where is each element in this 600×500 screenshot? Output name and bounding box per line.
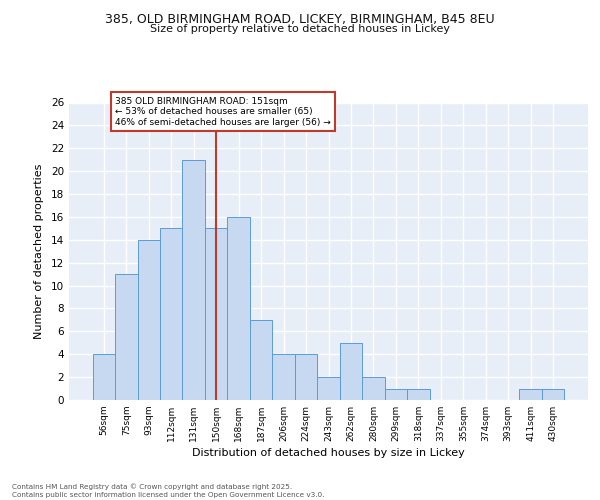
Bar [340, 343, 362, 400]
Bar [137, 240, 160, 400]
Bar [317, 377, 340, 400]
Bar [250, 320, 272, 400]
Bar [182, 160, 205, 400]
Bar [407, 388, 430, 400]
Bar [520, 388, 542, 400]
Bar [115, 274, 137, 400]
Text: 385, OLD BIRMINGHAM ROAD, LICKEY, BIRMINGHAM, B45 8EU: 385, OLD BIRMINGHAM ROAD, LICKEY, BIRMIN… [105, 12, 495, 26]
Text: 385 OLD BIRMINGHAM ROAD: 151sqm
← 53% of detached houses are smaller (65)
46% of: 385 OLD BIRMINGHAM ROAD: 151sqm ← 53% of… [115, 97, 331, 126]
Text: Size of property relative to detached houses in Lickey: Size of property relative to detached ho… [150, 24, 450, 34]
Y-axis label: Number of detached properties: Number of detached properties [34, 164, 44, 339]
Bar [205, 228, 227, 400]
Bar [92, 354, 115, 400]
Bar [227, 217, 250, 400]
Bar [295, 354, 317, 400]
Bar [272, 354, 295, 400]
X-axis label: Distribution of detached houses by size in Lickey: Distribution of detached houses by size … [192, 448, 465, 458]
Bar [362, 377, 385, 400]
Text: Contains HM Land Registry data © Crown copyright and database right 2025.
Contai: Contains HM Land Registry data © Crown c… [12, 484, 325, 498]
Bar [160, 228, 182, 400]
Bar [542, 388, 565, 400]
Bar [385, 388, 407, 400]
